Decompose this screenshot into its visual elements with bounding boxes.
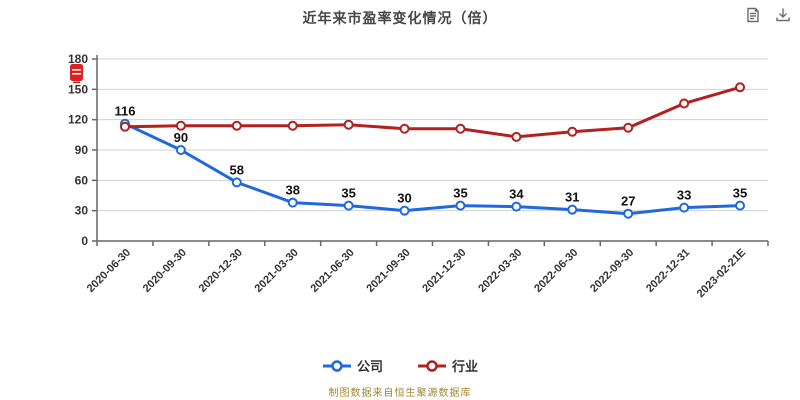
legend-label: 行业 — [452, 359, 479, 374]
legend-item-industry[interactable]: 行业 — [417, 356, 478, 375]
data-point-marker — [511, 131, 522, 142]
legend-marker-icon — [418, 359, 446, 372]
data-view-icon[interactable] — [744, 6, 762, 24]
x-axis-tick-label: 2020-09-30 — [141, 247, 189, 295]
x-axis-tick-label: 2021-12-30 — [420, 247, 468, 295]
chart-legend: 公司 行业 — [0, 356, 800, 375]
data-point-marker — [231, 120, 242, 131]
data-point-marker — [567, 126, 578, 137]
data-point-marker — [511, 201, 522, 212]
chart-title: 近年来市盈率变化情况（倍） — [302, 10, 498, 26]
data-point-label: 33 — [677, 188, 691, 203]
data-point-marker — [567, 204, 578, 215]
data-point-marker — [679, 202, 690, 213]
y-axis-tick-label: 150 — [68, 82, 88, 96]
data-point-marker — [735, 82, 746, 93]
data-point-marker — [119, 121, 130, 132]
data-point-marker — [623, 122, 634, 133]
x-axis-tick-label: 2021-03-30 — [253, 247, 301, 295]
data-point-label: 35 — [733, 186, 747, 201]
data-point-marker — [399, 205, 410, 216]
data-point-label: 30 — [397, 191, 411, 206]
data-point-marker — [287, 197, 298, 208]
data-point-label: 34 — [509, 187, 524, 202]
y-axis-tick-label: 90 — [75, 143, 89, 157]
x-axis-tick-label: 2022-12-31 — [644, 247, 692, 295]
x-axis-tick-label: 2022-06-30 — [532, 247, 580, 295]
data-source-watermark: 制图数据来自恒生聚源数据库 — [328, 388, 472, 399]
data-point-label: 27 — [621, 194, 635, 209]
data-point-label: 38 — [285, 183, 299, 198]
data-point-label: 90 — [174, 130, 188, 145]
data-point-marker — [343, 200, 354, 211]
y-axis-tick-label: 60 — [75, 173, 89, 187]
data-point-label: 35 — [453, 186, 467, 201]
y-axis-tick-label: 180 — [68, 52, 88, 66]
data-point-label: 35 — [341, 186, 355, 201]
x-axis-tick-label: 2022-03-30 — [476, 247, 524, 295]
save-image-icon[interactable] — [774, 6, 792, 24]
x-axis-tick-label: 2021-06-30 — [308, 247, 356, 295]
watermark-logo — [69, 62, 84, 84]
data-point-marker — [679, 98, 690, 109]
data-point-marker — [623, 208, 634, 219]
x-axis-tick-label: 2021-09-30 — [364, 247, 412, 295]
data-point-label: 31 — [565, 190, 579, 205]
data-point-marker — [287, 120, 298, 131]
data-point-marker — [455, 200, 466, 211]
data-point-label: 58 — [230, 162, 244, 177]
toolbox — [744, 6, 792, 24]
data-point-marker — [455, 123, 466, 134]
data-point-marker — [175, 120, 186, 131]
x-axis-tick-label: 2020-06-30 — [85, 247, 133, 295]
legend-label: 公司 — [356, 359, 383, 374]
y-axis-tick-label: 0 — [81, 234, 88, 248]
x-axis-tick-label: 2023-02-21E — [695, 247, 748, 300]
x-axis-tick-label: 2020-12-30 — [197, 247, 245, 295]
data-point-marker — [231, 177, 242, 188]
y-axis-tick-label: 30 — [75, 204, 89, 218]
data-point-marker — [343, 119, 354, 130]
x-axis-tick-label: 2022-09-30 — [588, 247, 636, 295]
y-axis-tick-label: 120 — [68, 113, 88, 127]
data-point-marker — [735, 200, 746, 211]
legend-item-company[interactable]: 公司 — [322, 356, 383, 375]
data-point-label: 116 — [114, 104, 135, 119]
data-point-marker — [175, 145, 186, 155]
legend-marker-icon — [322, 359, 351, 372]
data-point-marker — [399, 123, 410, 134]
